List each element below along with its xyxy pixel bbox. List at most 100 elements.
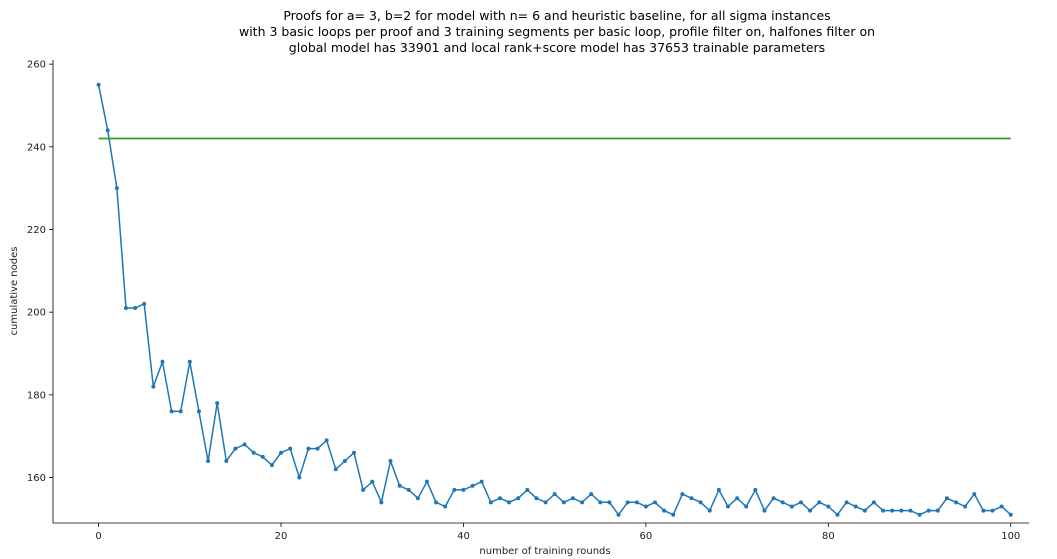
x-tick-label: 100 [1001, 531, 1020, 542]
model-data-point [434, 500, 439, 505]
model-data-point [589, 492, 594, 497]
model-data-point [279, 450, 284, 455]
y-tick-label: 200 [27, 308, 46, 319]
model-data-point [598, 500, 603, 505]
x-tick-label: 40 [457, 531, 470, 542]
model-data-point [871, 500, 876, 505]
model-data-point [543, 500, 548, 505]
model-data-point [689, 496, 694, 501]
y-tick-label: 240 [27, 142, 46, 153]
model-data-point [133, 306, 138, 311]
model-data-point [972, 492, 977, 497]
chart-title: Proofs for a= 3, b=2 for model with n= 6… [239, 8, 875, 55]
model-data-point [798, 500, 803, 505]
model-data-point [835, 512, 840, 517]
model-data-point [187, 359, 192, 364]
x-tick-label: 60 [640, 531, 653, 542]
model-data-point [105, 128, 110, 133]
model-data-point [415, 496, 420, 501]
model-data-point [215, 401, 220, 406]
model-data-point [963, 504, 968, 509]
model-data-point [817, 500, 822, 505]
model-data-point [315, 446, 320, 451]
model-data-point [306, 446, 311, 451]
model-data-point [406, 487, 411, 492]
model-data-point [826, 504, 831, 509]
model-data-point [935, 508, 940, 513]
model-data-point [233, 446, 238, 451]
model-data-point [525, 487, 530, 492]
model-data-point [297, 475, 302, 480]
model-data-point [561, 500, 566, 505]
model-data-point [488, 500, 493, 505]
model-data-point [771, 496, 776, 501]
model-data-point [981, 508, 986, 513]
model-data-point [497, 496, 502, 501]
model-data-point [999, 504, 1004, 509]
model-data-point [570, 496, 575, 501]
model-data-point [671, 512, 676, 517]
model-data-point [634, 500, 639, 505]
model-data-point [151, 384, 156, 389]
model-data-point [725, 504, 730, 509]
model-data-point [251, 450, 256, 455]
model-data-point [680, 492, 685, 497]
title-line-3: global model has 33901 and local rank+sc… [289, 40, 825, 55]
model-data-point [908, 508, 913, 513]
x-axis-ticks: 0 20 40 60 80 100 [95, 523, 1020, 542]
model-data-point [625, 500, 630, 505]
model-data-point [269, 463, 274, 468]
model-data-point [662, 508, 667, 513]
model-data-point [926, 508, 931, 513]
model-data-point [762, 508, 767, 513]
model-data-point [616, 512, 621, 517]
model-data-point [260, 454, 265, 459]
model-data-point [288, 446, 293, 451]
model-data-point [580, 500, 585, 505]
model-data-point [206, 458, 211, 463]
x-tick-label: 0 [95, 531, 101, 542]
x-tick-label: 80 [822, 531, 835, 542]
model-data-point [178, 409, 183, 414]
model-data-point [123, 306, 128, 311]
model-data-point [789, 504, 794, 509]
x-axis-label: number of training rounds [479, 546, 610, 557]
title-line-2: with 3 basic loops per proof and 3 train… [239, 24, 875, 39]
model-data-point [516, 496, 521, 501]
model-data-point [735, 496, 740, 501]
model-data-point [954, 500, 959, 505]
model-data-point [643, 504, 648, 509]
model-data-point [333, 467, 338, 472]
title-line-1: Proofs for a= 3, b=2 for model with n= 6… [283, 8, 830, 23]
axes [52, 60, 1029, 524]
y-axis-ticks: 160 180 200 220 240 260 [27, 60, 53, 484]
model-data-point [917, 512, 922, 517]
model-data-point [716, 487, 721, 492]
model-data-point [944, 496, 949, 501]
model-data-point [881, 508, 886, 513]
model-data-point [342, 458, 347, 463]
model-data-point [479, 479, 484, 484]
model-data-point [844, 500, 849, 505]
x-tick-label: 20 [275, 531, 288, 542]
model-data-point [470, 483, 475, 488]
model-data-point [744, 504, 749, 509]
model-data-point [990, 508, 995, 513]
model-data-point [114, 186, 119, 191]
model-data-point [461, 487, 466, 492]
model-data-point [96, 82, 101, 87]
model-data-point [507, 500, 512, 505]
model-data-point [196, 409, 201, 414]
model-data-point [388, 458, 393, 463]
model-data-point [808, 508, 813, 513]
model-data-point [899, 508, 904, 513]
model-data-point [370, 479, 375, 484]
model-data-point [653, 500, 658, 505]
plot-area [96, 82, 1013, 517]
model-data-point [361, 487, 366, 492]
model-data-point [424, 479, 429, 484]
model-data-point [534, 496, 539, 501]
model-data-point [753, 487, 758, 492]
model-data-point [853, 504, 858, 509]
